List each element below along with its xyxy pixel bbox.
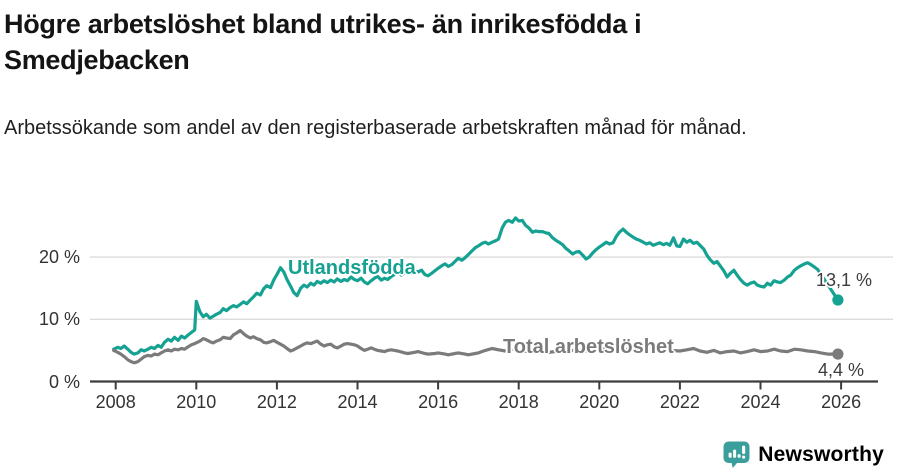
newsworthy-logo[interactable]: Newsworthy xyxy=(722,440,884,469)
series-label-utlandsfodda: Utlandsfödda xyxy=(288,257,416,279)
x-axis-label: 2020 xyxy=(579,392,620,412)
page-title: Högre arbetslöshet bland utrikes- än inr… xyxy=(4,9,642,75)
y-axis-label: 0 % xyxy=(48,371,80,392)
x-axis-label: 2008 xyxy=(95,392,136,412)
x-axis-label: 2012 xyxy=(256,392,297,412)
series-end-dot-total xyxy=(832,348,844,360)
x-axis-label: 2016 xyxy=(418,392,459,412)
end-value-label-utlandsfodda: 13,1 % xyxy=(816,270,873,290)
x-axis-label: 2022 xyxy=(659,392,700,412)
series-label-total-arbetsloshet: Total arbetslöshet xyxy=(503,336,674,358)
x-axis-label: 2024 xyxy=(740,392,781,412)
newsworthy-bubble-chart-icon xyxy=(723,441,750,468)
x-axis-label: 2010 xyxy=(176,392,217,412)
end-value-label-total: 4,4 % xyxy=(818,360,865,380)
series-end-dot-utlandsfodda xyxy=(832,294,844,306)
x-axis-label: 2026 xyxy=(821,392,862,412)
y-axis-label: 10 % xyxy=(38,309,80,330)
x-axis-label: 2018 xyxy=(498,392,539,412)
newsworthy-wordmark: Newsworthy xyxy=(758,442,884,466)
chart-subtitle: Arbetssökande som andel av den registerb… xyxy=(4,117,747,139)
y-axis-label: 20 % xyxy=(38,247,80,268)
series-path-total xyxy=(112,328,840,365)
x-axis-label: 2014 xyxy=(337,392,378,412)
series-path-utlandsfodda xyxy=(112,216,840,356)
